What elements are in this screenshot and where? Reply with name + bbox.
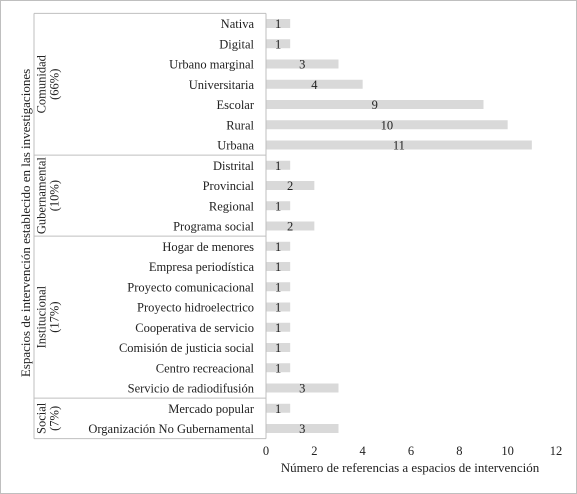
- category-label: Urbano marginal: [169, 58, 254, 72]
- category-label: Digital: [219, 37, 254, 51]
- bar-value-label: 3: [299, 382, 305, 396]
- bar-value-label: 11: [393, 139, 405, 153]
- category-label: Proyecto hidroelectrico: [137, 301, 254, 315]
- bar-value-label: 1: [275, 321, 281, 335]
- group-label: (10%): [48, 180, 62, 211]
- x-axis: 0 2 4 6 8 10 12: [263, 444, 562, 458]
- bar: [266, 262, 291, 271]
- bar-value-label: 3: [299, 58, 305, 72]
- group-label: Institucional: [35, 285, 49, 348]
- category-label: Organización No Gubernamental: [88, 422, 254, 436]
- category-label: Programa social: [173, 220, 254, 234]
- bar: [266, 241, 291, 251]
- group-labels: Comunidad (66%) Gubernamental (10%) Instituc…: [35, 54, 62, 434]
- category-label: Rural: [226, 118, 254, 132]
- category-label: Nativa: [221, 17, 255, 31]
- bar: [266, 181, 315, 190]
- group-label: Comunidad: [35, 54, 49, 113]
- category-labels: Nativa Digital Urbano marginal Universitari…: [88, 17, 255, 436]
- bar: [266, 140, 532, 150]
- category-label: Regional: [209, 199, 255, 213]
- category-label: Empresa periodística: [149, 260, 255, 274]
- x-tick-label: 8: [456, 444, 462, 458]
- group-label: Gubernamental: [35, 157, 49, 235]
- category-label: Proyecto comunicacional: [127, 280, 254, 294]
- bar: [266, 79, 363, 89]
- group-label: (7%): [48, 406, 62, 431]
- x-tick-label: 12: [550, 444, 563, 458]
- y-axis-label: Espacios de intervención establecido en …: [18, 69, 33, 377]
- x-tick-label: 6: [408, 444, 414, 458]
- bar: [266, 343, 291, 352]
- bar-value-label: 10: [381, 118, 394, 132]
- x-tick-label: 2: [311, 444, 317, 458]
- category-label: Mercado popular: [168, 402, 255, 416]
- bar: [266, 201, 291, 211]
- bar-value-label: 1: [275, 402, 281, 416]
- group-label: (17%): [48, 302, 62, 333]
- bar-value-label: 9: [372, 98, 378, 112]
- bar-value-label: 2: [287, 179, 293, 193]
- bar-value-label: 1: [275, 240, 281, 254]
- category-label: Centro recreacional: [156, 361, 255, 375]
- bar: [266, 39, 291, 49]
- category-label: Servicio de radiodifusión: [128, 382, 255, 396]
- bar-value-label: 4: [311, 78, 318, 92]
- bar-value-label: 1: [275, 341, 281, 355]
- bar-value-label: 2: [287, 220, 293, 234]
- bar: [266, 19, 291, 28]
- bar-value-label: 1: [275, 159, 281, 173]
- group-separators: [33, 12, 267, 440]
- bar-value-label: 1: [275, 280, 281, 294]
- bar-value-label: 1: [275, 361, 281, 375]
- group-label: Social: [35, 402, 49, 434]
- bar-value-label: 1: [275, 260, 281, 274]
- x-tick-label: 10: [501, 444, 514, 458]
- bar: [266, 100, 484, 109]
- bar: [266, 424, 339, 433]
- bar: [266, 383, 339, 393]
- bar: [266, 221, 315, 231]
- bar: [266, 160, 291, 170]
- bar: [266, 120, 508, 130]
- bar: [266, 282, 291, 292]
- category-label: Provincial: [203, 179, 255, 193]
- category-label: Comisión de justicia social: [119, 341, 255, 355]
- x-axis-label: Número de referencias a espacios de inte…: [281, 460, 540, 475]
- bar: [266, 363, 291, 373]
- bar: [266, 302, 291, 312]
- x-tick-label: 4: [360, 444, 367, 458]
- bar-value-label: 1: [275, 17, 281, 31]
- bar: [266, 322, 291, 332]
- bar-value-label: 3: [299, 422, 305, 436]
- category-label: Universitaria: [189, 78, 255, 92]
- category-label: Hogar de menores: [162, 240, 254, 254]
- category-label: Escolar: [217, 98, 255, 112]
- category-label: Distrital: [213, 159, 254, 173]
- bar-value-label: 1: [275, 301, 281, 315]
- bar-value-label: 1: [275, 37, 281, 51]
- category-label: Urbana: [217, 139, 254, 153]
- group-label: (66%): [48, 69, 62, 100]
- bar: [266, 403, 291, 413]
- bar: [266, 59, 339, 69]
- bar-value-label: 1: [275, 199, 281, 213]
- x-tick-label: 0: [263, 444, 269, 458]
- category-label: Cooperativa de servicio: [135, 321, 254, 335]
